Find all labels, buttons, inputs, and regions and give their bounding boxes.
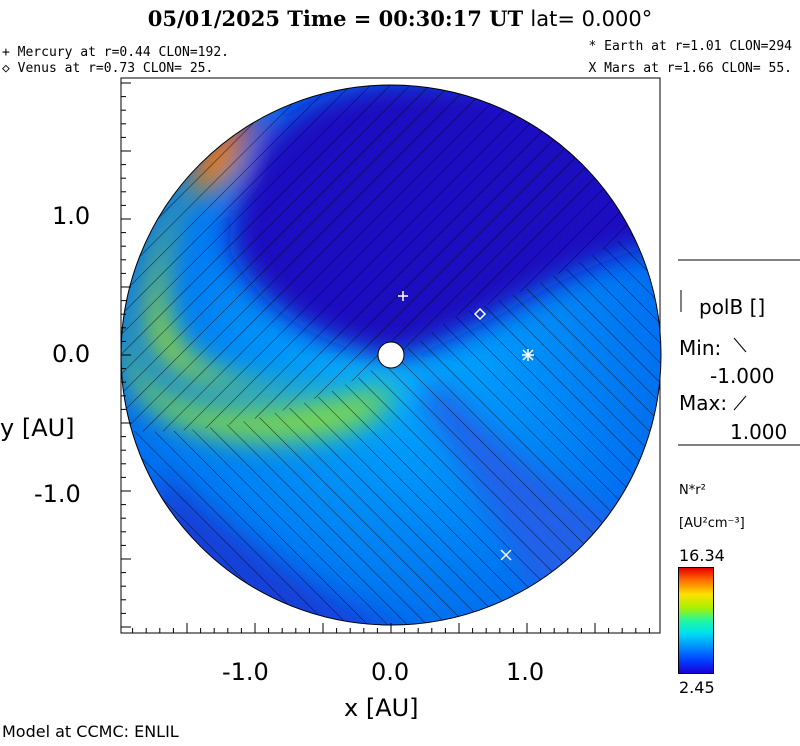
- colorbar-min: 2.45: [679, 678, 715, 697]
- min-hatch-glyph: [733, 337, 747, 353]
- colorbar-units: [AU²cm⁻³]: [679, 516, 745, 531]
- earth-legend: * Earth at r=1.01 CLON=294: [588, 39, 793, 54]
- x-tick-label: 1.0: [506, 658, 545, 686]
- min-value: -1.000: [710, 364, 775, 388]
- mercury-legend: + Mercury at r=0.44 CLON=192.: [2, 45, 229, 60]
- venus-legend: ◇ Venus at r=0.73 CLON= 25.: [2, 61, 214, 76]
- title-time: 05/01/2025 Time = 00:30:17 UT: [147, 6, 524, 31]
- earth-marker: [522, 349, 534, 361]
- y-tick-label: -1.0: [34, 480, 81, 508]
- mars-marker: [500, 549, 512, 561]
- y-tick-label: 0.0: [52, 340, 91, 368]
- x-tick-label: -1.0: [222, 658, 269, 686]
- venus-marker: [473, 307, 487, 321]
- mars-legend: X Mars at r=1.66 CLON= 55.: [588, 61, 793, 76]
- y-tick-label: 1.0: [52, 202, 91, 230]
- mercury-marker: [398, 291, 408, 301]
- max-value: 1.000: [730, 420, 788, 444]
- colorbar-max: 16.34: [679, 546, 725, 565]
- max-hatch-glyph: [733, 395, 747, 411]
- footer-credit: Model at CCMC: ENLIL: [2, 722, 179, 741]
- axis-ticks: [121, 82, 650, 633]
- colorbar-quantity: N*r²: [679, 483, 706, 498]
- colorbar: [678, 567, 714, 674]
- sun-marker: [377, 341, 405, 369]
- min-label: Min:: [679, 336, 722, 360]
- planet-markers: [398, 291, 534, 561]
- x-tick-label: 0.0: [371, 658, 410, 686]
- max-label: Max:: [679, 391, 728, 415]
- x-axis-label: x [AU]: [344, 694, 419, 722]
- y-axis-label: y [AU]: [0, 414, 75, 442]
- polb-label: polB []: [699, 295, 766, 319]
- plot-title: 05/01/2025 Time = 00:30:17 UT lat= 0.000…: [0, 6, 800, 31]
- title-lat: lat= 0.000°: [530, 7, 653, 31]
